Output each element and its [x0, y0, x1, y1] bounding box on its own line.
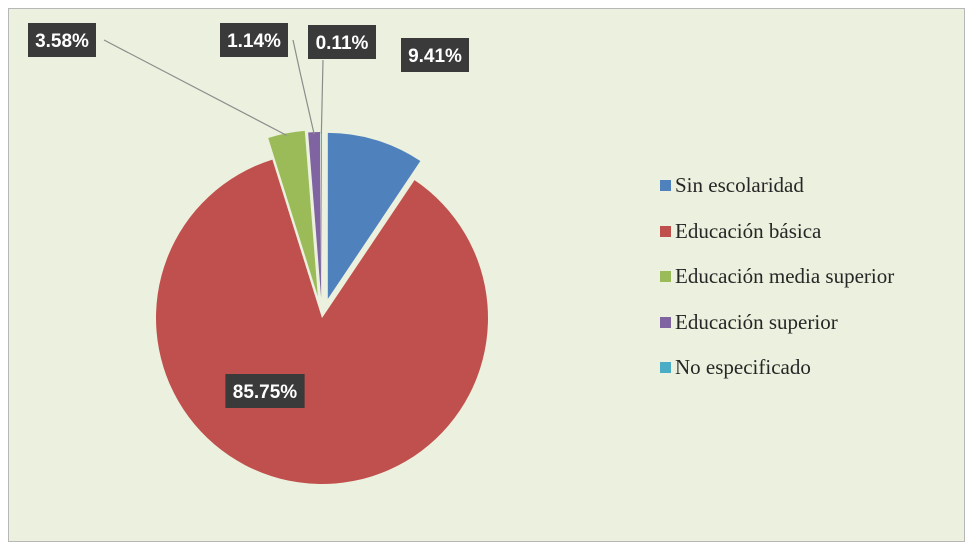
data-label-text: 3.58% — [35, 31, 89, 52]
data-label-text: 1.14% — [227, 31, 281, 52]
pie-slice-sin-escolaridad — [327, 132, 421, 299]
data-label-text: 85.75% — [233, 382, 298, 403]
legend-item-educacion-media-superior: Educación media superior — [660, 261, 894, 292]
data-label-text: 0.11% — [316, 33, 369, 54]
legend-item-sin-escolaridad: Sin escolaridad — [660, 170, 894, 201]
data-label-educacion-superior: 1.14% — [220, 23, 288, 57]
data-label-text: 9.41% — [408, 46, 462, 67]
leader-line-no-especificado — [320, 59, 324, 135]
legend-label-educacion-superior: Educación superior — [675, 309, 838, 334]
data-label-box — [28, 23, 96, 57]
data-label-box — [401, 38, 469, 72]
legend: Sin escolaridad Educación básica Educaci… — [660, 170, 894, 398]
leader-line-educacion-media-superior — [103, 39, 287, 136]
data-label-sin-escolaridad: 9.41% — [401, 38, 469, 72]
legend-item-educacion-basica: Educación básica — [660, 216, 894, 247]
legend-swatch-educacion-superior — [660, 316, 671, 328]
leader-line-educacion-superior — [292, 39, 315, 135]
legend-label-educacion-media-superior: Educación media superior — [675, 264, 895, 288]
pie-slice-educacion-basica — [155, 159, 488, 485]
legend-swatch-no-especificado — [660, 362, 671, 373]
legend-swatch-educacion-media-superior — [660, 271, 671, 282]
legend-swatch-sin-escolaridad — [660, 180, 671, 191]
pie-slice-educacion-superior — [308, 132, 322, 299]
data-label-box — [308, 25, 376, 59]
data-label-educacion-basica: 85.75% — [225, 374, 305, 408]
legend-swatch-educacion-basica — [660, 225, 671, 237]
pie-slice-educacion-media-superior — [268, 130, 318, 297]
legend-item-no-especificado: No especificado — [660, 352, 894, 383]
legend-label-no-especificado: No especificado — [675, 355, 811, 379]
legend-item-educacion-superior: Educación superior — [660, 307, 894, 338]
data-label-box — [225, 374, 305, 408]
data-label-no-especificado: 0.11% — [308, 25, 376, 59]
legend-label-sin-escolaridad: Sin escolaridad — [675, 173, 804, 197]
pie-slice-no-especificado — [320, 132, 322, 299]
data-label-educacion-media-superior: 3.58% — [28, 23, 96, 57]
data-label-box — [220, 23, 288, 57]
legend-label-educacion-basica: Educación básica — [675, 218, 822, 243]
